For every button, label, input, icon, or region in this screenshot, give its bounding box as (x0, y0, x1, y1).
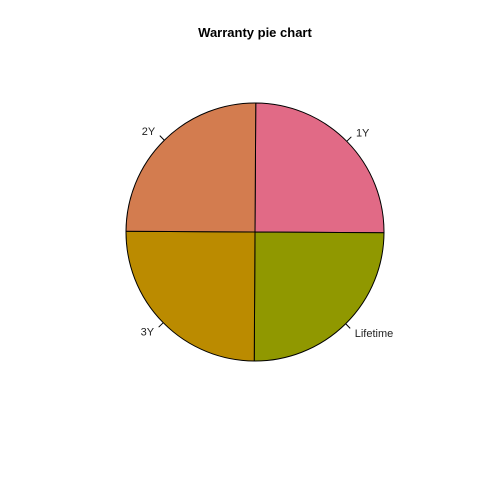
pie-leader-2y (159, 135, 165, 141)
pie-slice-1y (254, 102, 385, 234)
chart-title: Warranty pie chart (198, 25, 312, 40)
pie-slice-2y (125, 102, 257, 233)
pie-leader-3y (158, 322, 164, 328)
pie-label-2y: 2Y (142, 126, 156, 138)
pie-leader-lifetime (345, 323, 351, 329)
pie-label-3y: 3Y (141, 327, 155, 339)
pie-leader-1y (346, 136, 352, 142)
pie-labels: 1Y Lifetime 3Y 2Y (141, 126, 394, 340)
pie-label-1y: 1Y (356, 127, 370, 139)
pie-slice-3y (125, 230, 256, 362)
pie-slice-lifetime (253, 231, 385, 362)
pie-label-lifetime: Lifetime (355, 328, 394, 340)
pie-slices (125, 102, 385, 362)
